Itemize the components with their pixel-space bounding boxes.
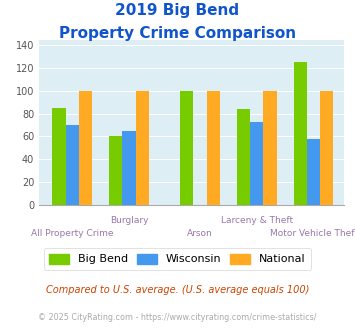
Text: Arson: Arson [187,229,213,238]
Text: Compared to U.S. average. (U.S. average equals 100): Compared to U.S. average. (U.S. average … [46,285,309,295]
Bar [180,91,193,205]
Text: Larceny & Theft: Larceny & Theft [221,216,293,225]
Bar [250,121,263,205]
Text: © 2025 CityRating.com - https://www.cityrating.com/crime-statistics/: © 2025 CityRating.com - https://www.city… [38,314,317,322]
Text: Property Crime Comparison: Property Crime Comparison [59,26,296,41]
Text: All Property Crime: All Property Crime [31,229,114,238]
Text: Motor Vehicle Theft: Motor Vehicle Theft [269,229,355,238]
Bar [320,91,333,205]
Bar [122,131,136,205]
Bar [79,91,92,205]
Bar [263,91,277,205]
Text: Burglary: Burglary [110,216,148,225]
Bar [66,125,79,205]
Bar [307,139,320,205]
Text: 2019 Big Bend: 2019 Big Bend [115,3,240,18]
Bar [237,109,250,205]
Bar [109,136,122,205]
Bar [136,91,149,205]
Bar [52,108,66,205]
Bar [294,62,307,205]
Legend: Big Bend, Wisconsin, National: Big Bend, Wisconsin, National [44,248,311,270]
Bar [207,91,220,205]
